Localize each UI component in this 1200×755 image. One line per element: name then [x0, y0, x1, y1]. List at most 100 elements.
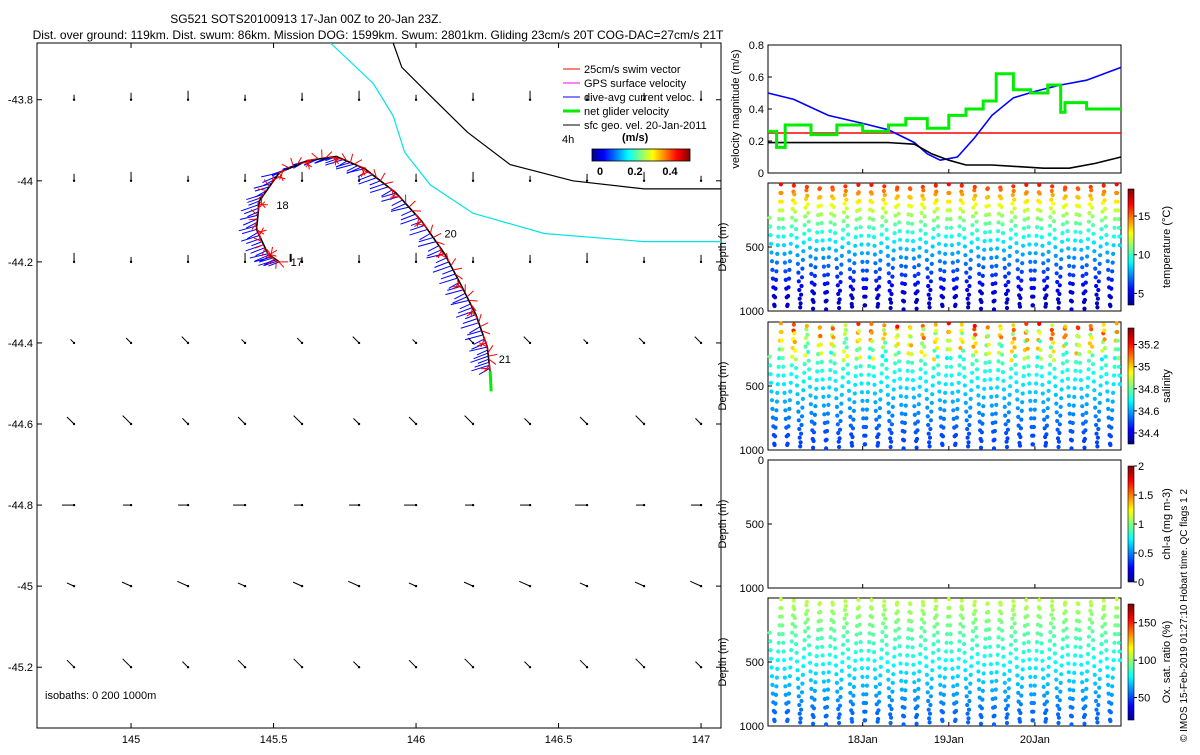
temperature-sample [1022, 235, 1026, 239]
geo-vector-origin [187, 99, 189, 101]
oxygen-sample [1073, 653, 1077, 657]
salinity-sample [782, 391, 786, 395]
temperature-sample [790, 224, 794, 228]
oxygen-sample [874, 685, 878, 689]
temperature-sample [847, 258, 851, 262]
oxygen-sample [1076, 602, 1080, 606]
temperature-sample [869, 183, 873, 187]
salinity-colorbar-tick-4: 34.4 [1138, 428, 1159, 440]
temperature-sample [860, 251, 864, 255]
oxygen-sample [877, 700, 881, 704]
temperature-sample [898, 246, 902, 250]
temperature-sample [948, 200, 952, 204]
oxygen-sample [916, 687, 920, 691]
oxygen-sample [928, 712, 932, 716]
temperature-sample [896, 203, 900, 207]
temperature-sample [1106, 268, 1110, 272]
temperature-sample [1044, 293, 1048, 297]
salinity-sample [1000, 353, 1004, 357]
temperature-sample [831, 196, 835, 200]
salinity-sample [909, 335, 913, 339]
temperature-sample [970, 232, 974, 236]
temperature-sample [923, 214, 927, 218]
legend-swim-label: 25cm/s swim vector [584, 64, 681, 76]
temperature-y-tick-0: 500 [746, 242, 764, 254]
salinity-sample [827, 394, 831, 398]
temperature-sample [851, 279, 855, 283]
oxygen-sample [825, 705, 829, 709]
salinity-sample [794, 357, 798, 361]
temperature-sample [965, 279, 969, 283]
temperature-sample [865, 260, 869, 264]
salinity-sample [789, 372, 793, 376]
temperature-sample [847, 250, 851, 254]
oxygen-sample [801, 673, 805, 677]
chla-colorbar-tick-1: 1.5 [1138, 490, 1153, 502]
temperature-sample [1027, 242, 1031, 246]
oxygen-sample [1083, 704, 1087, 708]
oxygen-sample [1006, 695, 1010, 699]
temperature-sample [1072, 265, 1076, 269]
salinity-sample [826, 403, 830, 407]
salinity-sample [950, 382, 954, 386]
oxygen-sample [813, 689, 817, 693]
temperature-sample [1118, 243, 1122, 247]
temperature-colorbar [1128, 189, 1134, 305]
salinity-sample [929, 418, 933, 422]
oxygen-sample [793, 625, 797, 629]
temperature-sample [949, 226, 953, 230]
oxygen-sample [880, 647, 884, 651]
temperature-sample [1038, 200, 1042, 204]
geo-vector-origin [700, 99, 702, 101]
oxygen-sample [936, 648, 940, 652]
salinity-sample [963, 383, 967, 387]
geo-vector-origin [700, 666, 702, 668]
temperature-sample [1010, 202, 1014, 206]
oxygen-sample [1024, 598, 1028, 602]
oxygen-sample [854, 650, 858, 654]
oxygen-y-tick-0: 500 [746, 657, 764, 669]
salinity-sample [969, 388, 973, 392]
temperature-sample [1058, 275, 1062, 279]
oxygen-sample [806, 626, 810, 630]
temperature-sample [1099, 227, 1103, 231]
salinity-sample [941, 434, 945, 438]
oxygen-sample [986, 601, 990, 605]
temperature-sample [848, 267, 852, 271]
temperature-sample [1013, 215, 1017, 219]
temperature-sample [1009, 228, 1013, 232]
oxygen-sample [1047, 647, 1051, 651]
geo-vector-origin [358, 585, 360, 587]
temperature-sample [1067, 264, 1071, 268]
chla-ylabel: Depth (m) [717, 500, 729, 549]
salinity-sample [1006, 428, 1010, 432]
geo-vector-origin [529, 342, 531, 344]
salinity-sample [832, 353, 836, 357]
oxygen-sample [856, 598, 860, 602]
temperature-sample [899, 264, 903, 268]
salinity-sample [768, 355, 772, 359]
salinity-sample [945, 356, 949, 360]
oxygen-sample [1111, 667, 1115, 671]
temperature-sample [852, 261, 856, 265]
oxygen-sample [855, 633, 859, 637]
salinity-sample [1055, 410, 1059, 414]
oxygen-sample [773, 719, 777, 723]
oxygen-sample [1053, 660, 1057, 664]
temperature-sample [1035, 234, 1039, 238]
temperature-sample [801, 249, 805, 253]
salinity-sample [1099, 375, 1103, 379]
velocity-y-tick-0: 0 [758, 168, 764, 180]
temperature-sample [808, 254, 812, 258]
oxygen-sample [1078, 645, 1082, 649]
temperature-sample [1026, 216, 1030, 220]
oxygen-sample [1029, 684, 1033, 688]
temperature-sample [999, 196, 1003, 200]
temperature-sample [1063, 186, 1067, 190]
oxygen-sample [768, 631, 772, 635]
temperature-sample [947, 182, 951, 186]
oxygen-sample [886, 669, 890, 673]
temperature-sample [1080, 265, 1084, 269]
salinity-sample [1057, 440, 1061, 444]
oxygen-sample [1005, 712, 1009, 716]
